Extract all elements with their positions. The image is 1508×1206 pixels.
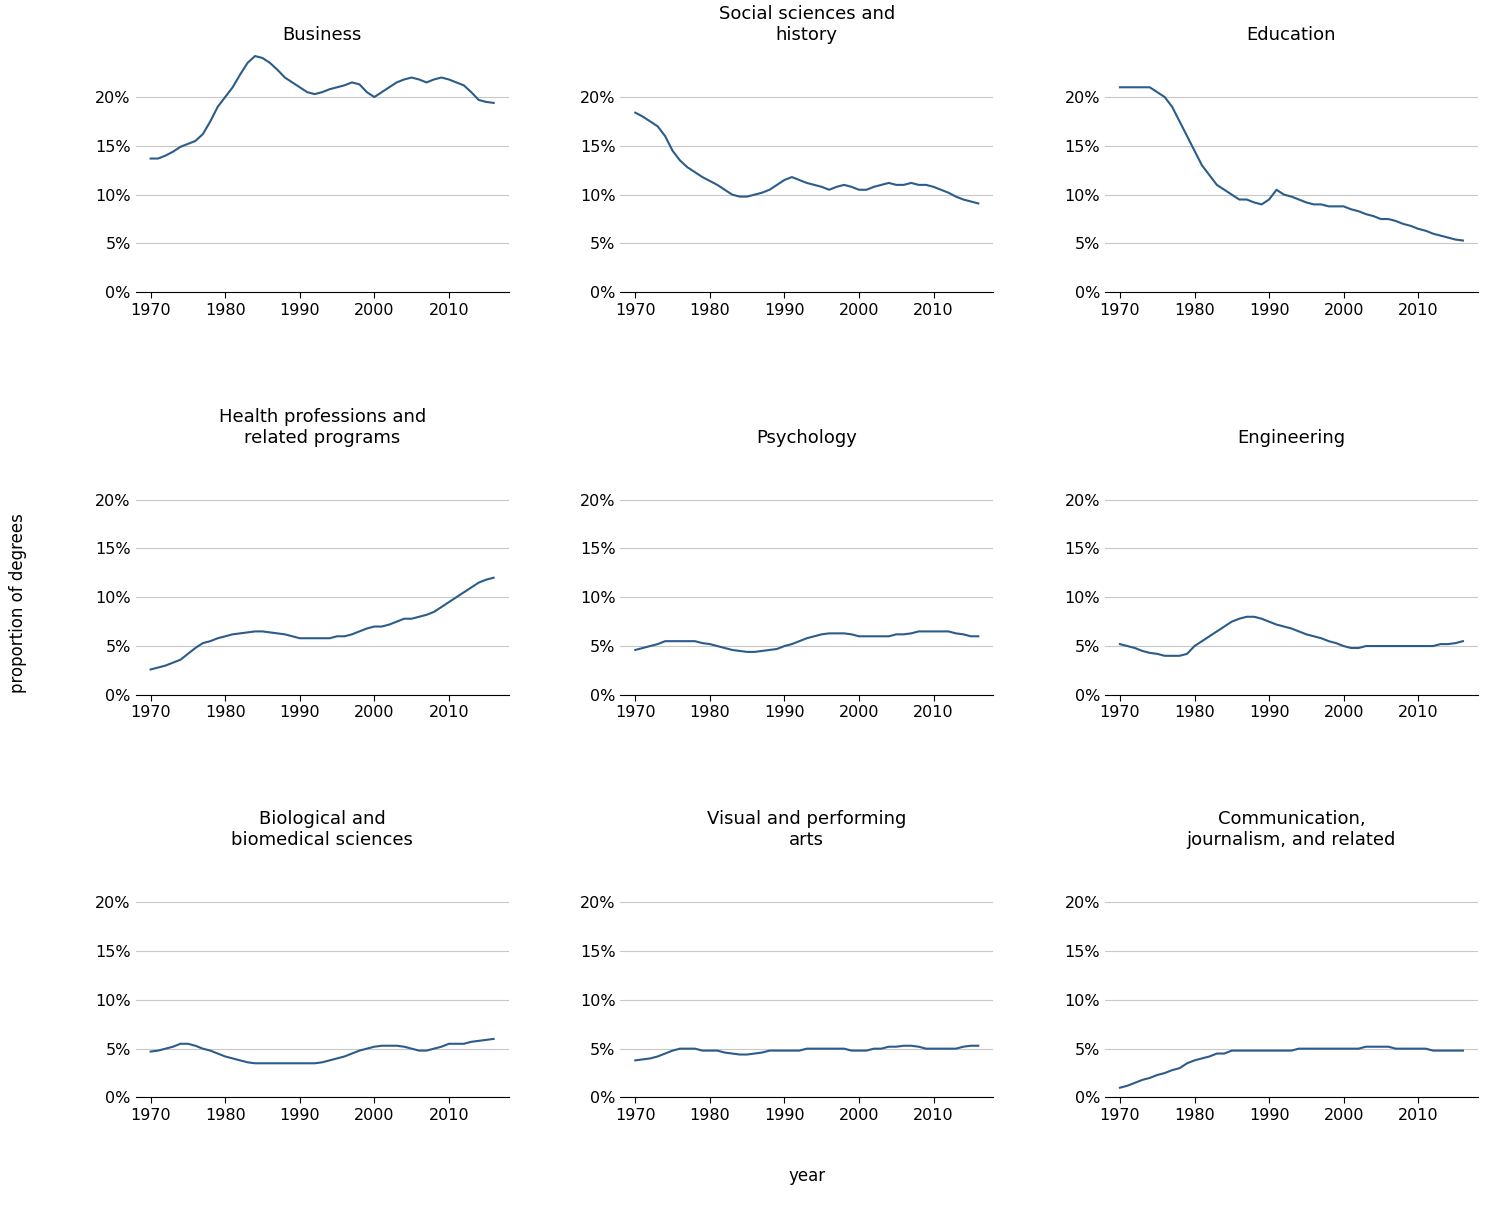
Title: Communication,
journalism, and related: Communication, journalism, and related bbox=[1187, 810, 1396, 849]
Text: proportion of degrees: proportion of degrees bbox=[9, 513, 27, 693]
Title: Health professions and
related programs: Health professions and related programs bbox=[219, 408, 425, 446]
Title: Social sciences and
history: Social sciences and history bbox=[719, 5, 894, 43]
Title: Business: Business bbox=[282, 25, 362, 43]
Title: Education: Education bbox=[1247, 25, 1336, 43]
Text: year: year bbox=[789, 1167, 825, 1184]
Title: Visual and performing
arts: Visual and performing arts bbox=[707, 810, 906, 849]
Title: Psychology: Psychology bbox=[757, 428, 857, 446]
Title: Engineering: Engineering bbox=[1238, 428, 1345, 446]
Title: Biological and
biomedical sciences: Biological and biomedical sciences bbox=[231, 810, 413, 849]
